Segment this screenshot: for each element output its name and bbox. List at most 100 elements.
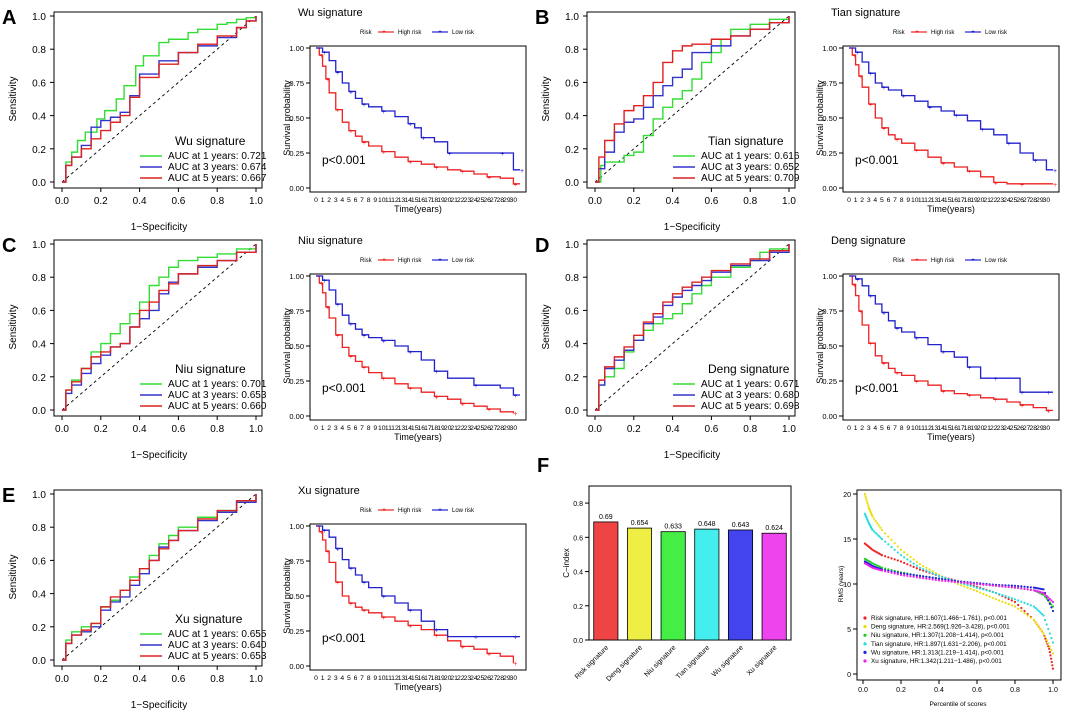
rms-point [956,581,960,584]
roc-ytick-label: 0.6 [32,556,46,567]
roc-xtick-label: 0.2 [94,674,108,685]
km-xtick-label: 13 [398,675,406,682]
roc-curve-3 [595,16,790,183]
km-legend-low-marker: + [438,30,442,36]
km-censor-mark: + [1020,182,1024,189]
rms-point [960,584,963,587]
km-xlabel: Time(years) [394,682,442,692]
km-xtick-label: 16 [418,197,426,204]
km-xtick-label: 26 [483,675,491,682]
rms-point [991,584,994,587]
rms-point [975,582,979,586]
km-xtick-label: 5 [347,197,351,204]
rms-point [1045,623,1048,626]
km-xtick-label: 29 [503,425,511,432]
km-xtick-label: 3 [867,425,871,432]
km-xtick-label: 28 [1029,197,1037,204]
roc-ylabel: Sensitivity [8,304,19,349]
roc-legend-title: Tian signature [708,134,784,148]
rms-point [1013,600,1017,604]
rms-point [972,585,975,588]
km-ytick-label: 0.75 [822,307,837,316]
cindex-category-label: Tian signature [675,644,711,680]
roc-ytick-label: 0.4 [32,340,46,351]
roc-curve-1 [62,16,257,183]
rms-point [918,576,922,579]
rms-legend-entry: Niu signature, HR:1.307(1.208−1.414), p<… [871,632,1005,639]
km-censor-mark: + [1053,168,1057,175]
roc-xtick-label: 0.0 [55,424,69,435]
roc-ylabel: Sensitivity [541,76,552,121]
rms-point [969,584,972,587]
km-censor-mark: + [967,393,971,400]
rms-point [880,569,884,572]
rms-point [1026,614,1029,617]
roc-xtick-label: 0.0 [55,196,69,207]
roc-ytick-label: 0.2 [565,145,579,156]
rms-point [1007,585,1010,589]
roc-xlabel: 1−Specificity [131,700,187,711]
km-censor-mark: + [954,113,958,120]
km-ylabel: Survival probability [815,308,825,384]
rms-point [998,585,1001,588]
rms-point [944,579,947,583]
km-xtick-label: 8 [367,197,371,204]
rms-point [956,582,960,586]
km-xtick-label: 10 [911,197,919,204]
roc-legend-entry: AUC at 1 years: 0.616 [701,151,800,162]
km-ytick-label: 0.75 [289,307,304,316]
roc-xtick-label: 0.6 [171,196,185,207]
rms-point [982,583,985,586]
roc-ytick-label: 0.6 [32,306,46,317]
rms-point [1039,627,1042,631]
rms-point [1043,593,1047,596]
rms-point [896,571,899,574]
rms-point [871,528,874,532]
rms-point [880,566,884,569]
roc-legend-entry: AUC at 5 years: 0.698 [701,401,800,412]
rms-point [1047,642,1050,645]
km-censor-mark: + [915,379,919,386]
rms-point [994,584,998,587]
roc-ylabel: Sensitivity [8,554,19,599]
rms-point [963,585,966,588]
km-xtick-label: 1 [321,675,325,682]
km-ylabel: Survival probability [282,80,292,156]
km-xtick-label: 5 [347,675,351,682]
rms-point [1032,605,1036,608]
roc-ytick-label: 0.0 [565,406,579,417]
km-censor-mark: + [869,71,873,78]
rms-point [918,568,922,571]
roc-legend-entry: AUC at 5 years: 0.709 [701,173,800,184]
km-ytick-label: 0.00 [822,184,837,193]
km-xtick-label: 6 [354,425,358,432]
rms-point [985,589,988,592]
roc-ytick-label: 0.2 [32,373,46,384]
rms-point [884,540,887,543]
roc-legend-entry: AUC at 1 years: 0.655 [168,629,267,640]
rms-point [1040,630,1044,633]
rms-point [1013,598,1017,601]
rms-point [903,561,906,564]
rms-point [988,595,991,598]
roc-ytick-label: 0.0 [565,178,579,189]
km-censor-mark: + [513,393,517,400]
km-title: Xu signature [298,485,360,497]
km-censor-mark: + [408,159,412,166]
rms-point [1043,635,1047,638]
rms-point [998,599,1001,602]
km-xtick-label: 26 [483,197,491,204]
km-censor-mark: + [362,140,366,147]
km-censor-mark: + [421,136,425,143]
rms-point [1007,596,1010,599]
cindex-plot: F 0.0 0.2 0.4 0.6 0.8 C−index 0.69 Risk signatur… [537,455,792,683]
km-censor-mark: + [362,333,366,340]
km-xtick-label: 8 [367,425,371,432]
roc-legend-entry: AUC at 3 years: 0.652 [701,162,800,173]
km-curve-high [316,525,515,664]
rms-point [912,562,915,565]
km-censor-mark: + [869,341,873,348]
rms-point [1050,606,1053,609]
roc-reference-diagonal [61,243,257,411]
km-pvalue: p<0.001 [322,631,366,645]
